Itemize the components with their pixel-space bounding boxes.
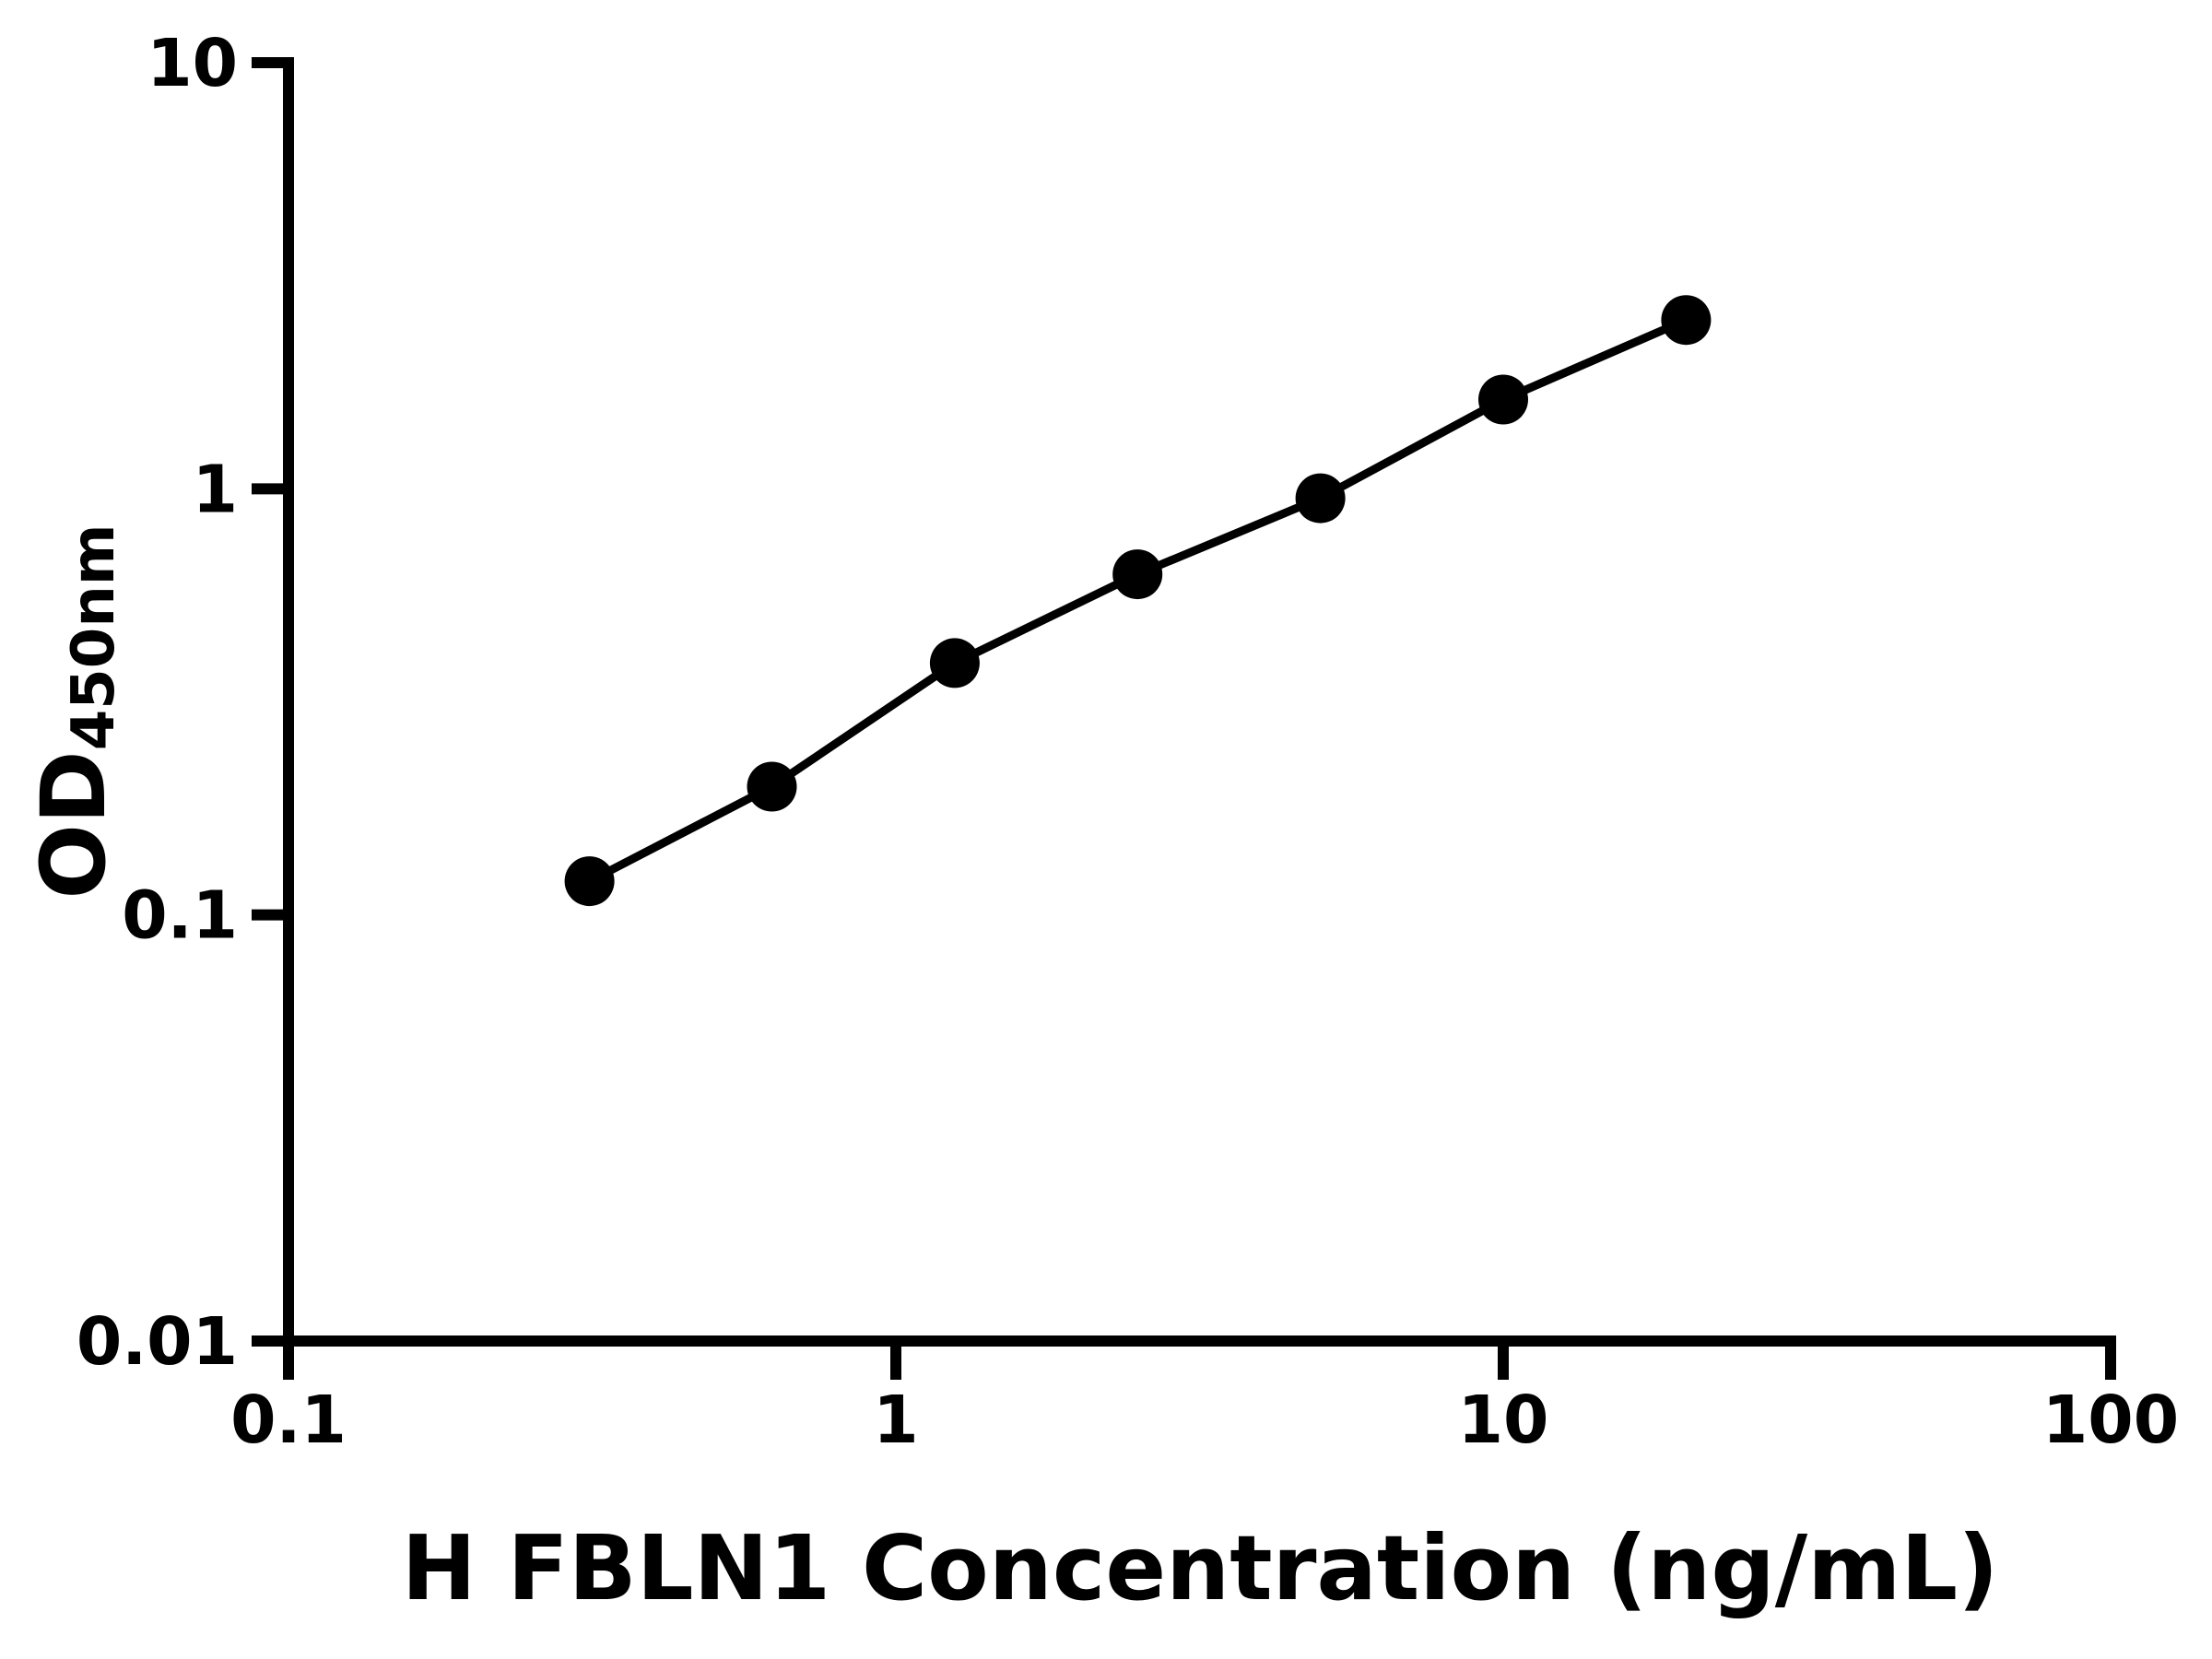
y-tick-label: 0.1	[122, 877, 238, 954]
x-axis-title: H FBLN1 Concentration (ng/mL)	[402, 1516, 1999, 1620]
x-tick-label: 10	[1458, 1382, 1549, 1458]
y-axis-title: OD450nm	[22, 524, 128, 899]
data-point	[1112, 549, 1163, 600]
y-axis-title-subscript: 450nm	[60, 524, 128, 750]
y-tick-label: 0.01	[76, 1303, 238, 1380]
data-point	[747, 761, 797, 812]
x-tick-label: 0.1	[230, 1382, 347, 1458]
x-tick-label: 1	[873, 1382, 918, 1458]
data-point	[929, 638, 980, 688]
x-tick-label: 100	[2042, 1382, 2179, 1458]
data-point	[564, 856, 615, 907]
series	[564, 295, 1712, 907]
data-point	[1478, 374, 1528, 425]
y-tick-label: 1	[193, 451, 238, 527]
data-point	[1295, 473, 1346, 524]
y-tick-label: 10	[147, 25, 238, 101]
data-point	[1661, 295, 1712, 346]
y-axis-title-main: OD	[22, 750, 125, 899]
